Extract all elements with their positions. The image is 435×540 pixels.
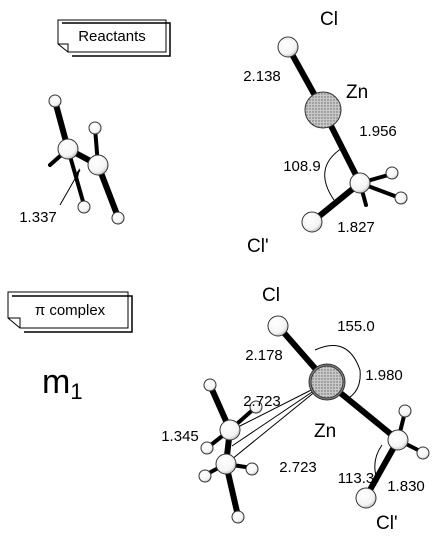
cc-distance: 1.337 xyxy=(19,209,57,226)
zn-c-distance: 1.956 xyxy=(359,123,397,140)
cl-prime-label: Cl' xyxy=(376,513,398,534)
structure-name: m1 xyxy=(42,363,83,404)
pi-complex-label: π complex xyxy=(35,302,106,319)
zn-cl-distance: 2.138 xyxy=(243,68,281,85)
zn-c1-distance: 2.723 xyxy=(243,393,281,410)
pi-complex-box: π complex xyxy=(8,292,132,332)
ethylene: 1.337 xyxy=(19,95,124,226)
angle-cl-zn-c: 155.0 xyxy=(337,318,375,335)
zn-c-distance: 1.980 xyxy=(365,367,403,384)
zn-label: Zn xyxy=(346,82,368,103)
name-main: m xyxy=(42,363,70,401)
cl-label: Cl xyxy=(262,285,280,306)
zn-c2-distance: 2.723 xyxy=(279,459,317,476)
angle-zn-c-cl: 113.3 xyxy=(338,470,374,487)
zn-label: Zn xyxy=(314,421,336,442)
pi-complex: Cl Zn Cl' 155.0 2.178 1.980 2.723 2.723 … xyxy=(161,285,429,534)
c-cl-distance: 1.827 xyxy=(337,219,375,236)
cc-distance: 1.345 xyxy=(161,428,199,445)
diagram: Reactants 1.337 Cl Zn Cl' xyxy=(0,0,435,540)
reactants-box: Reactants xyxy=(58,20,170,56)
cl-prime-label: Cl' xyxy=(247,236,269,257)
zn-cl-distance: 2.178 xyxy=(245,347,283,364)
cl-label: Cl xyxy=(320,9,338,30)
name-subscript: 1 xyxy=(70,379,82,404)
reactants-label: Reactants xyxy=(78,28,146,45)
c-cl-distance: 1.830 xyxy=(387,478,425,495)
angle: 108.9 xyxy=(283,158,321,175)
zncl2: Cl Zn Cl' 2.138 1.956 108.9 1.827 xyxy=(243,9,407,257)
